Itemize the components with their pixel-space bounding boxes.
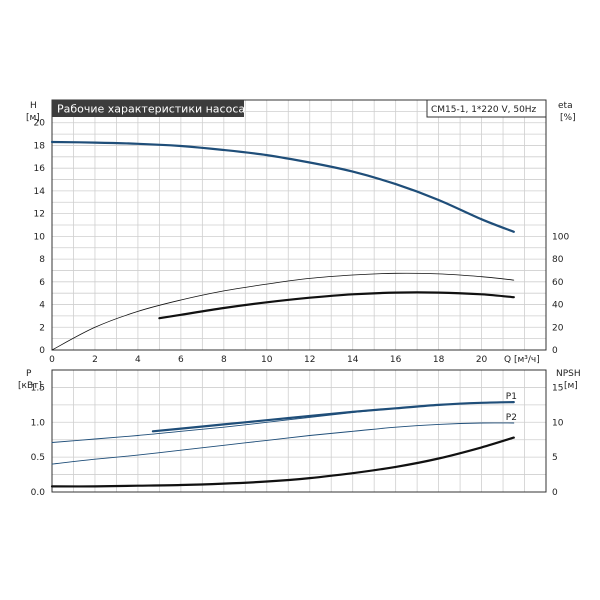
p-axis-unit: [кВт] bbox=[18, 381, 42, 391]
eta-tick-label: 100 bbox=[552, 232, 569, 242]
p-tick-label: 1.0 bbox=[31, 418, 46, 428]
top-ticks: 0 2 4 6 8 10 12 14 16 18 20 0 20 40 60 80 100 0 2 4 6 8 10 12 14… bbox=[34, 119, 570, 365]
q-tick-label: 12 bbox=[304, 355, 315, 365]
top-grid bbox=[52, 100, 546, 350]
q-tick-label: 10 bbox=[261, 355, 273, 365]
bottom-plot-frame bbox=[51, 369, 547, 493]
q-tick-label: 14 bbox=[347, 355, 359, 365]
h-tick-label: 10 bbox=[34, 232, 46, 242]
q-tick-label: 6 bbox=[178, 355, 184, 365]
eta-tick-label: 20 bbox=[552, 323, 564, 333]
eta-tick-label: 40 bbox=[552, 301, 564, 311]
h-tick-label: 8 bbox=[39, 255, 45, 265]
pump-info-text: CM15-1, 1*220 V, 50Hz bbox=[431, 105, 537, 115]
q-tick-label: 20 bbox=[476, 355, 488, 365]
top-plot-frame bbox=[51, 99, 547, 351]
chart-title-banner bbox=[52, 100, 244, 117]
q-tick-label: 2 bbox=[92, 355, 98, 365]
pump-info-box bbox=[426, 99, 547, 118]
top-series-line-1 bbox=[51, 272, 515, 351]
h-tick-label: 20 bbox=[34, 119, 46, 129]
q-axis-label: Q [м³/ч] bbox=[504, 355, 540, 365]
series-label-p2: P2 bbox=[506, 413, 517, 423]
q-tick-label: 0 bbox=[49, 355, 55, 365]
bottom-ticks: 0.0 0.5 1.0 1.5 0 5 10 15 bbox=[31, 383, 564, 498]
h-tick-label: 12 bbox=[34, 210, 45, 220]
q-tick-label: 8 bbox=[221, 355, 227, 365]
bottom-curves: P1 P2 bbox=[50, 392, 517, 488]
eta-axis-unit: [%] bbox=[560, 113, 576, 123]
p-tick-label: 0.0 bbox=[31, 488, 46, 498]
bottom-series-line-1 bbox=[151, 401, 515, 433]
h-tick-label: 4 bbox=[39, 301, 45, 311]
h-tick-label: 16 bbox=[34, 164, 46, 174]
npsh-tick-label: 15 bbox=[552, 383, 563, 393]
h-tick-label: 6 bbox=[39, 278, 45, 288]
h-tick-label: 0 bbox=[39, 346, 45, 356]
bottom-series-line-3 bbox=[50, 436, 515, 488]
q-tick-label: 16 bbox=[390, 355, 402, 365]
npsh-tick-label: 5 bbox=[552, 453, 558, 463]
top-series-line-2 bbox=[158, 291, 515, 320]
eta-tick-label: 0 bbox=[552, 346, 558, 356]
q-tick-label: 4 bbox=[135, 355, 141, 365]
p-axis-label: P bbox=[26, 369, 32, 379]
p-tick-label: 1.5 bbox=[31, 383, 45, 393]
npsh-axis-unit: [м] bbox=[564, 381, 578, 391]
top-series-line-0 bbox=[50, 140, 515, 233]
npsh-tick-label: 10 bbox=[552, 418, 564, 428]
chart-title: Рабочие характеристики насоса bbox=[57, 103, 245, 116]
bottom-grid bbox=[52, 370, 546, 492]
top-curves bbox=[50, 140, 515, 351]
eta-tick-label: 60 bbox=[552, 278, 564, 288]
h-tick-label: 2 bbox=[39, 323, 45, 333]
h-axis-label: H bbox=[30, 101, 37, 111]
eta-tick-label: 80 bbox=[552, 255, 564, 265]
p-tick-label: 0.5 bbox=[31, 453, 45, 463]
npsh-axis-label: NPSH bbox=[556, 369, 581, 379]
h-tick-label: 14 bbox=[34, 187, 46, 197]
npsh-tick-label: 0 bbox=[552, 488, 558, 498]
h-axis-unit: [м] bbox=[26, 113, 40, 123]
series-label-p1: P1 bbox=[506, 392, 517, 402]
eta-axis-label: eta bbox=[558, 101, 573, 111]
q-tick-label: 18 bbox=[433, 355, 445, 365]
bottom-series-line-2 bbox=[51, 422, 515, 465]
h-tick-label: 18 bbox=[34, 141, 46, 151]
